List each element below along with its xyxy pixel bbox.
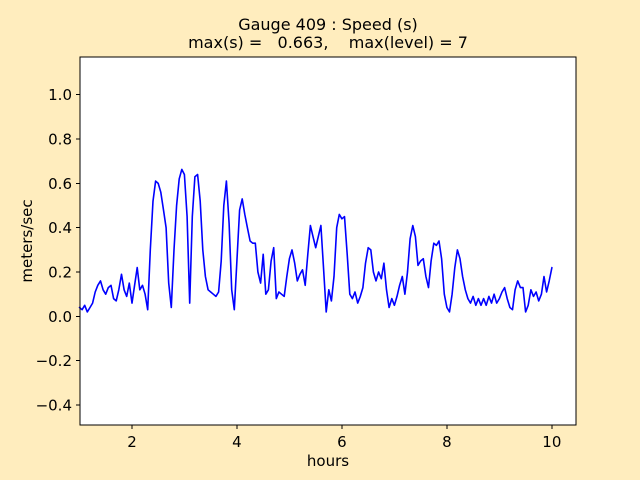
y-tick-label: 1.0 [48,86,72,104]
x-axis: 2 4 6 8 10 [127,425,561,451]
x-tick-label: 10 [542,433,561,451]
y-tick-label: −0.4 [36,397,72,415]
chart-title-line1: Gauge 409 : Speed (s) [238,15,418,34]
x-tick-label: 4 [232,433,242,451]
plot-area [80,57,576,425]
y-tick-label: −0.2 [36,352,72,370]
chart-title-line2: max(s) = 0.663, max(level) = 7 [188,33,468,52]
x-tick-label: 8 [442,433,452,451]
speed-line-series [78,168,553,313]
axes-frame [79,56,577,426]
x-tick-label: 2 [127,433,137,451]
x-tick-label: 6 [337,433,347,451]
y-tick-label: 0.0 [48,308,72,326]
y-axis: −0.4 −0.2 0.0 0.2 0.4 0.6 0.8 1.0 [36,86,80,415]
y-tick-label: 0.6 [48,175,72,193]
y-tick-label: 0.4 [48,219,72,237]
y-tick-label: 0.8 [48,131,72,149]
y-axis-label: meters/sec [18,199,36,282]
y-tick-label: 0.2 [48,264,72,282]
x-axis-label: hours [307,452,349,470]
